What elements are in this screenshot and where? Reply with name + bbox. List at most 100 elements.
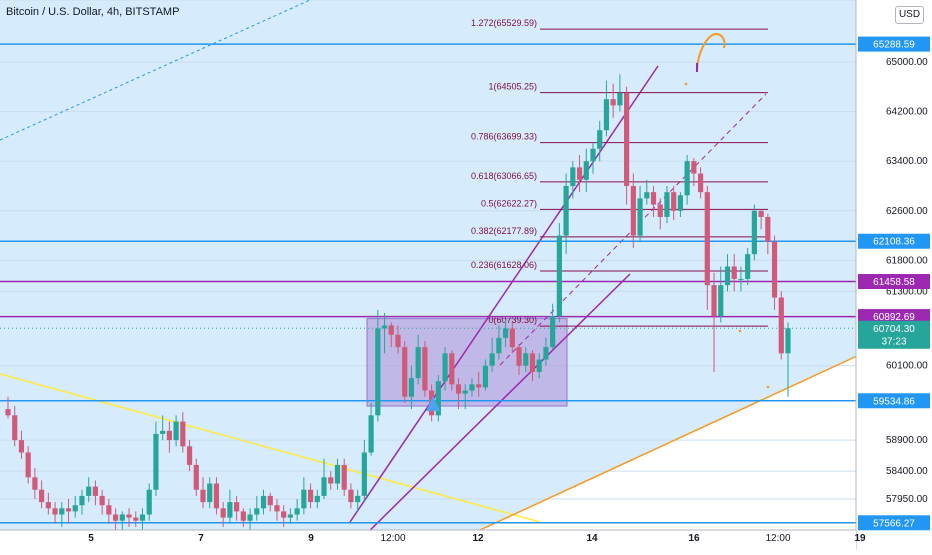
fib-level-label: 0(60739.30): [488, 315, 537, 325]
candle-body: [630, 185, 636, 236]
candle-body: [18, 440, 25, 453]
candle-body: [321, 477, 327, 496]
price-level-tag[interactable]: [858, 274, 930, 290]
price-level-tag[interactable]: [858, 320, 930, 349]
candle-body: [442, 353, 448, 382]
candle-body: [240, 511, 246, 521]
candle-body: [697, 173, 704, 193]
price-tick-label: 58900.00: [886, 435, 928, 446]
candle-body: [529, 353, 536, 372]
candle-body: [388, 325, 394, 335]
candle-body: [556, 235, 562, 317]
candle-body: [186, 446, 193, 465]
candle-body: [173, 421, 179, 441]
price-tick-label: 57950.00: [886, 494, 928, 505]
candle-body: [731, 266, 737, 279]
yellow-trendline[interactable]: [0, 373, 541, 523]
candle-body: [79, 495, 85, 506]
candle-body: [92, 486, 99, 496]
candle-body: [207, 483, 213, 503]
candle-body: [476, 384, 482, 388]
candle-body: [12, 415, 18, 441]
candle-body: [227, 502, 233, 518]
candle-body: [106, 505, 112, 515]
candle-body: [180, 421, 186, 447]
candle-body: [718, 285, 724, 317]
candle-body: [112, 514, 119, 521]
candle-body: [751, 210, 757, 255]
candle-body: [455, 384, 462, 394]
candle-body: [664, 192, 670, 217]
candle-body: [267, 495, 273, 506]
price-level-tag[interactable]: [858, 309, 930, 325]
candle-body: [334, 464, 341, 484]
candle-body: [496, 337, 502, 354]
price-level-tag[interactable]: [858, 393, 930, 409]
candle-body: [86, 486, 92, 496]
candle-body: [45, 502, 51, 509]
candle-body: [328, 477, 334, 484]
candle-body: [469, 384, 475, 391]
price-tick-label: 61800.00: [886, 255, 928, 266]
candle-body: [543, 347, 549, 360]
candle-body: [301, 489, 307, 509]
candle-body: [294, 508, 300, 515]
candle-body: [395, 334, 401, 348]
candle-body: [408, 378, 415, 397]
candle-body: [435, 381, 441, 416]
candle-body: [597, 130, 603, 149]
price-tick-label: 60100.00: [886, 361, 928, 372]
candle-body: [341, 464, 347, 490]
dashed-blue-trendline[interactable]: [0, 0, 311, 141]
purple-channel-upper[interactable]: [349, 65, 659, 523]
purple-channel-lower[interactable]: [354, 273, 631, 546]
candle-body: [281, 511, 287, 518]
candle-body: [576, 167, 583, 180]
fib-level-label: 0.786(63699.33): [471, 132, 537, 142]
candle-body: [711, 285, 717, 317]
price-level-tag[interactable]: [858, 233, 930, 249]
candle-body: [489, 353, 495, 366]
candle-body: [146, 489, 152, 515]
candle-body: [361, 452, 367, 496]
candle-body: [704, 192, 710, 286]
candle-body: [65, 508, 72, 512]
fib-level-label: 1.272(65529.59): [471, 18, 537, 28]
candle-body: [624, 92, 630, 186]
price-level-tag-label: 59534.86: [873, 396, 915, 407]
price-level-tag[interactable]: [858, 36, 930, 52]
price-level-tag-label: 62108.36: [873, 237, 915, 248]
candle-body: [422, 347, 428, 391]
candle-body: [449, 353, 455, 385]
price-level-tag-label: 60704.30: [873, 324, 915, 335]
fib-level-label: 1(64505.25): [488, 82, 537, 92]
candle-body: [738, 278, 744, 280]
countdown-label: 37:23: [881, 336, 906, 347]
candle-body: [368, 415, 374, 453]
marker-dot: [766, 385, 770, 389]
time-axis-background: [0, 530, 856, 550]
candle-body: [254, 508, 260, 515]
orange-support-trendline[interactable]: [479, 349, 871, 531]
fibonacci-extension[interactable]: 1.272(65529.59) 1(64505.25) 0.786(63699.33…: [471, 18, 768, 327]
candle-body: [610, 99, 616, 106]
time-tick-label: 9: [308, 533, 314, 544]
price-level-tag[interactable]: [858, 515, 930, 531]
candle-body: [32, 477, 38, 490]
candle-body: [126, 514, 132, 518]
candle-body: [778, 297, 784, 354]
time-axis[interactable]: 5 7 9 12:00 12 14 16 12:00 19: [0, 529, 866, 550]
currency-button[interactable]: USD: [895, 6, 924, 24]
candle-body: [724, 266, 731, 286]
candle-body: [415, 347, 421, 379]
candle-body: [536, 359, 542, 372]
candle-body: [462, 390, 468, 394]
candle-body: [139, 514, 146, 521]
candle-body: [617, 92, 623, 106]
price-level-tag-label: 65288.59: [873, 40, 915, 51]
candle-body: [691, 161, 697, 174]
price-axis[interactable]: 65000.00 64200.00 63400.00 62600.00 61800.00…: [858, 36, 930, 531]
candle-body: [482, 365, 489, 388]
